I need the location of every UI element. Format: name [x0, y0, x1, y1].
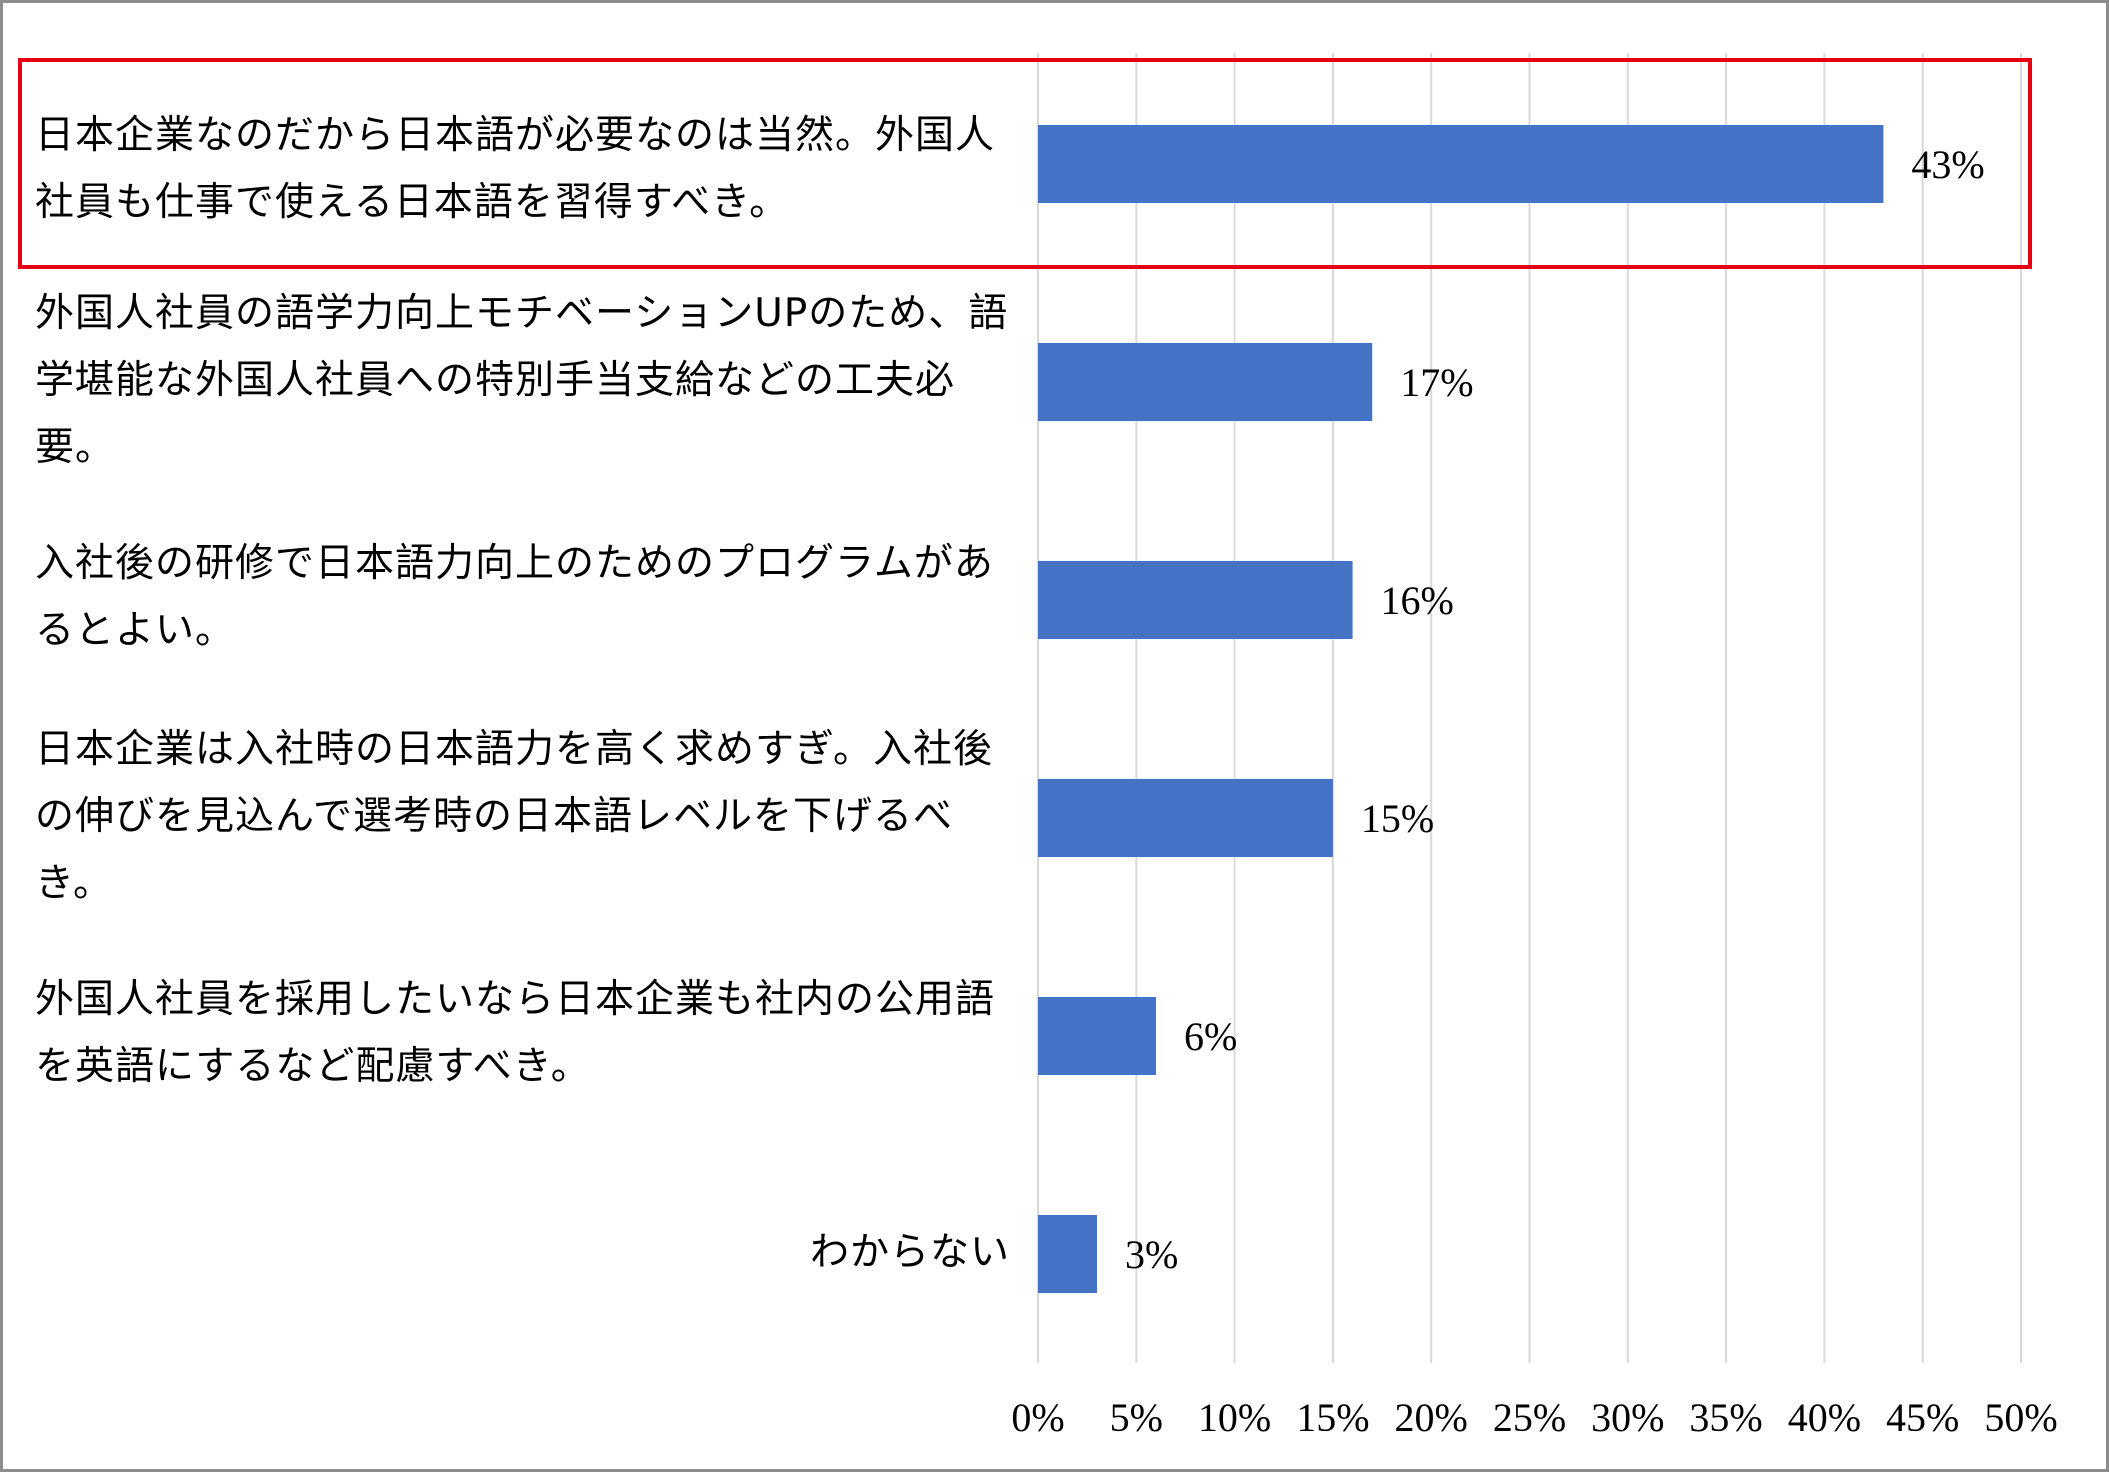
tick-label-15: 15%: [1296, 1395, 1369, 1440]
bar-2: [1038, 561, 1353, 639]
value-label-3: 15%: [1361, 796, 1434, 841]
value-label-1: 17%: [1400, 360, 1473, 405]
gridlines: [1037, 53, 2022, 1363]
category-label-3: 日本企業は入社時の日本語力を高く求めすぎ。入社後の伸びを見込んで選考時の日本語レ…: [35, 727, 994, 906]
bar-3: [1038, 779, 1333, 857]
value-label-0: 43%: [1911, 142, 1984, 187]
tick-label-0: 0%: [1011, 1395, 1064, 1440]
value-label-4: 6%: [1184, 1014, 1237, 1059]
bar-5: [1038, 1215, 1097, 1293]
category-label-0: 日本企業なのだから日本語が必要なのは当然。外国人社員も仕事で使える日本語を習得す…: [35, 113, 996, 225]
tick-label-45: 45%: [1886, 1395, 1959, 1440]
tick-label-25: 25%: [1493, 1395, 1566, 1440]
value-label-2: 16%: [1381, 578, 1454, 623]
tick-label-5: 5%: [1110, 1395, 1163, 1440]
category-label-1: 外国人社員の語学力向上モチベーションUPのため、語学堪能な外国人社員への特別手当…: [35, 291, 1009, 470]
bar-0: [1038, 125, 1884, 203]
tick-label-50: 50%: [1984, 1395, 2057, 1440]
highlight-box: [18, 58, 2032, 269]
bar-4: [1038, 997, 1156, 1075]
tick-label-10: 10%: [1198, 1395, 1271, 1440]
bar-1: [1038, 343, 1373, 421]
value-labels: 43% 17% 16% 15% 6% 3%: [1125, 142, 1985, 1277]
bars: [1038, 125, 1884, 1293]
tick-label-35: 35%: [1689, 1395, 1762, 1440]
bar-chart: 43% 17% 16% 15% 6% 3% 0% 5% 10% 15% 20% 25% 30% 35% 4…: [18, 53, 2058, 1440]
x-axis-tick-labels: 0% 5% 10% 15% 20% 25% 30% 35% 40% 45% 50%: [1011, 1395, 2057, 1440]
value-label-5: 3%: [1125, 1232, 1178, 1277]
category-label-5: わからない: [809, 1230, 1010, 1275]
tick-label-30: 30%: [1591, 1395, 1664, 1440]
category-label-4: 外国人社員を採用したいなら日本企業も社内の公用語を英語にするなど配慮すべき。: [35, 977, 996, 1089]
tick-label-20: 20%: [1395, 1395, 1468, 1440]
category-label-2: 入社後の研修で日本語力向上のためのプログラムがあるとよい。: [35, 541, 994, 653]
tick-label-40: 40%: [1788, 1395, 1861, 1440]
